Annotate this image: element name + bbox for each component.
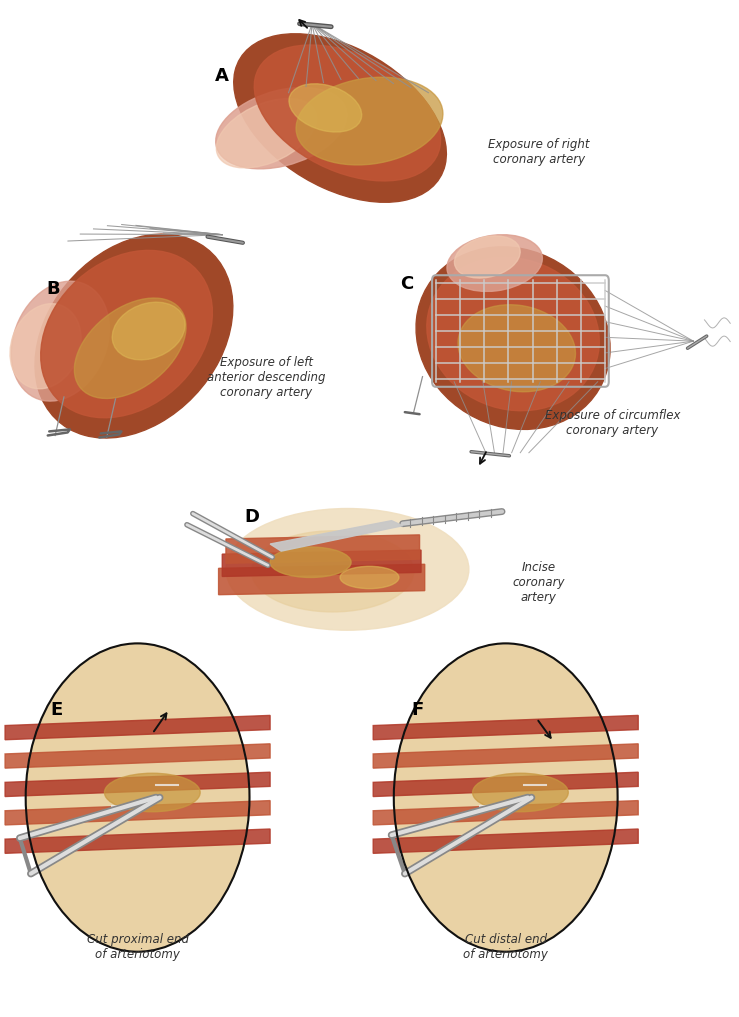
Text: Incise
coronary
artery: Incise coronary artery: [513, 561, 565, 604]
Ellipse shape: [254, 45, 440, 181]
Ellipse shape: [458, 305, 576, 392]
Text: Cut proximal end
of arteriotomy: Cut proximal end of arteriotomy: [86, 933, 188, 961]
Ellipse shape: [216, 87, 347, 169]
Ellipse shape: [104, 773, 200, 812]
Ellipse shape: [472, 773, 568, 812]
Text: Exposure of left
anterior descending
coronary artery: Exposure of left anterior descending cor…: [207, 356, 326, 400]
Polygon shape: [373, 772, 638, 796]
Ellipse shape: [270, 547, 351, 578]
Text: C: C: [400, 276, 413, 293]
Ellipse shape: [252, 531, 414, 612]
Text: Exposure of circumflex
coronary artery: Exposure of circumflex coronary artery: [545, 409, 680, 437]
Ellipse shape: [75, 298, 186, 399]
Text: A: A: [215, 67, 229, 85]
Ellipse shape: [41, 250, 212, 418]
Ellipse shape: [217, 99, 316, 168]
Circle shape: [26, 644, 250, 952]
Text: E: E: [50, 701, 63, 719]
Ellipse shape: [35, 234, 233, 438]
Polygon shape: [5, 743, 270, 768]
Ellipse shape: [340, 566, 399, 589]
Polygon shape: [373, 829, 638, 853]
Ellipse shape: [454, 236, 520, 278]
Circle shape: [394, 644, 618, 952]
Polygon shape: [219, 564, 425, 595]
Polygon shape: [5, 829, 270, 853]
Polygon shape: [373, 715, 638, 739]
Ellipse shape: [234, 34, 446, 202]
Ellipse shape: [10, 304, 81, 388]
Polygon shape: [5, 800, 270, 825]
Ellipse shape: [427, 257, 599, 411]
Ellipse shape: [447, 235, 542, 292]
Ellipse shape: [112, 302, 185, 360]
Polygon shape: [5, 715, 270, 739]
Ellipse shape: [226, 508, 469, 631]
Text: D: D: [244, 508, 259, 527]
Ellipse shape: [289, 83, 361, 132]
Polygon shape: [373, 800, 638, 825]
Polygon shape: [270, 521, 403, 551]
Polygon shape: [373, 743, 638, 768]
Ellipse shape: [296, 77, 443, 165]
Polygon shape: [226, 535, 420, 563]
Ellipse shape: [416, 247, 610, 429]
Text: Cut distal end
of arteriotomy: Cut distal end of arteriotomy: [463, 933, 548, 961]
Polygon shape: [222, 550, 421, 577]
Polygon shape: [5, 772, 270, 796]
Ellipse shape: [11, 282, 109, 401]
Text: F: F: [411, 701, 423, 719]
Text: Exposure of right
coronary artery: Exposure of right coronary artery: [488, 138, 590, 167]
Text: B: B: [46, 281, 60, 298]
